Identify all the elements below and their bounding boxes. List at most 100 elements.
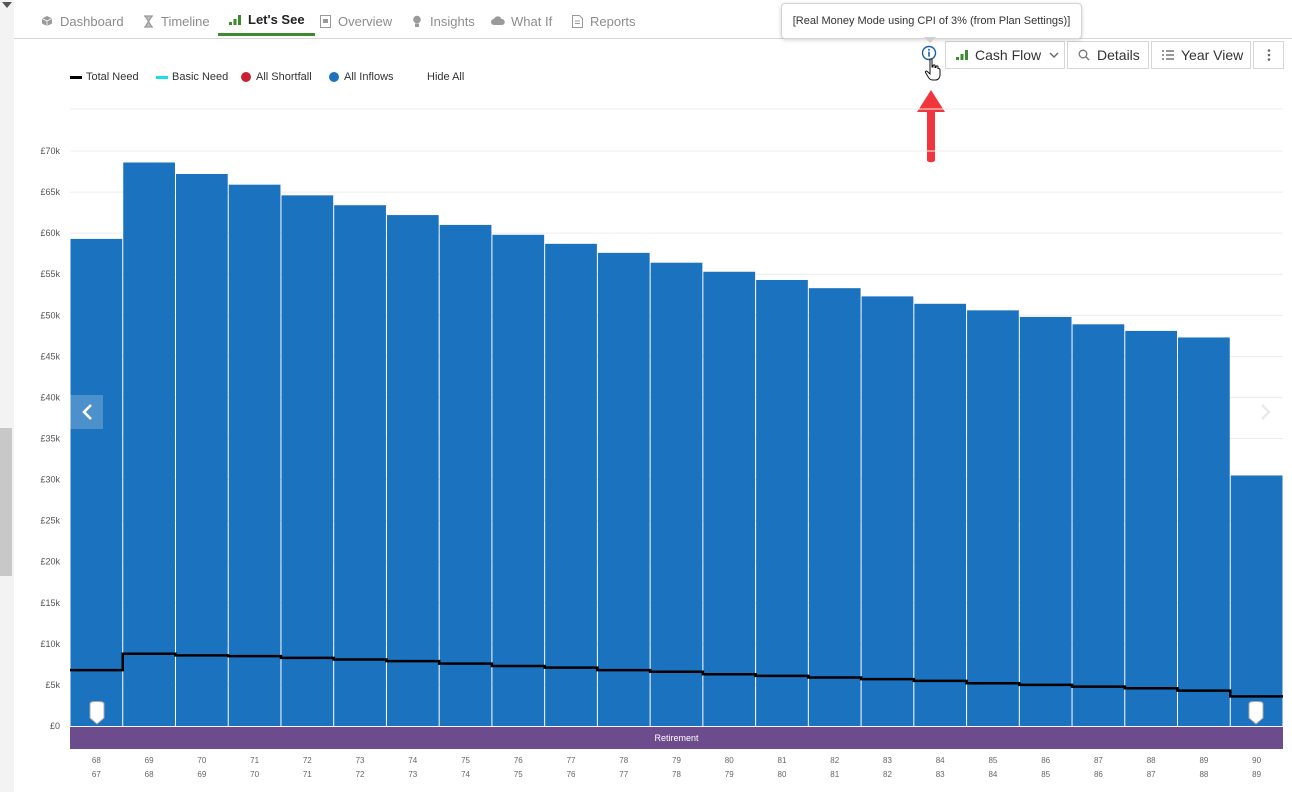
x-tick-label-age: 69: [145, 756, 154, 765]
cash-flow-dropdown[interactable]: Cash Flow: [945, 41, 1065, 69]
bar-chart-icon: [956, 50, 968, 60]
tab-reports[interactable]: Reports: [570, 6, 636, 36]
x-tick-label-age: 74: [408, 756, 417, 765]
bar-all-inflows: [1230, 475, 1283, 726]
x-tick-label-partner-age: 89: [1252, 770, 1261, 779]
x-tick-label-age: 88: [1147, 756, 1156, 765]
previous-period-button[interactable]: [70, 395, 103, 429]
list-icon: [1162, 50, 1174, 60]
bar-all-inflows: [386, 215, 439, 727]
x-tick-label-age: 86: [1041, 756, 1050, 765]
x-tick-label-partner-age: 79: [725, 770, 734, 779]
tab-label: Timeline: [161, 13, 210, 29]
x-tick-label-partner-age: 86: [1094, 770, 1103, 779]
x-tick-label-age: 87: [1094, 756, 1103, 765]
legend-swatch: [329, 72, 339, 82]
bar-all-inflows: [756, 279, 808, 726]
year-view-button[interactable]: Year View: [1151, 41, 1251, 69]
tab-lets-see[interactable]: Let's See: [218, 6, 315, 36]
x-tick-label-age: 78: [619, 756, 628, 765]
bar-all-inflows: [334, 205, 386, 726]
y-tick-label: £30k: [40, 475, 60, 485]
legend-item-all-inflows[interactable]: All Inflows: [329, 71, 394, 83]
tab-what-if[interactable]: What If: [491, 6, 552, 36]
scrollbar-thumb[interactable]: [0, 428, 12, 576]
x-tick-label-age: 83: [883, 756, 892, 765]
more-options-button[interactable]: [1253, 41, 1284, 69]
bar-all-inflows: [967, 310, 1019, 726]
y-tick-label: £50k: [40, 310, 60, 320]
x-tick-label-age: 81: [778, 756, 787, 765]
tab-label: Insights: [430, 13, 475, 29]
tab-label: What If: [511, 13, 553, 29]
y-tick-label: £65k: [40, 187, 60, 197]
hide-all-label: Hide All: [427, 71, 465, 83]
x-tick-label-partner-age: 85: [1041, 770, 1050, 779]
collapse-triangle-icon[interactable]: [2, 2, 12, 8]
x-tick-label-partner-age: 88: [1199, 770, 1208, 779]
lightbulb-icon: [410, 14, 424, 28]
x-tick-label-partner-age: 69: [197, 770, 206, 779]
x-tick-label-age: 89: [1199, 756, 1208, 765]
chevron-left-icon: [81, 403, 93, 421]
legend-label: Total Need: [86, 71, 139, 83]
hide-all-button[interactable]: Hide All: [427, 71, 464, 83]
y-tick-label: £10k: [40, 639, 60, 649]
x-tick-label-partner-age: 71: [303, 770, 312, 779]
y-tick-label: £35k: [40, 434, 60, 444]
x-tick-label-age: 79: [672, 756, 681, 765]
bar-all-inflows: [175, 174, 228, 726]
info-icon[interactable]: [921, 45, 937, 61]
cash-flow-label: Cash Flow: [975, 47, 1042, 63]
x-tick-label-age: 70: [197, 756, 206, 765]
bar-all-inflows: [123, 162, 175, 726]
x-tick-label-age: 90: [1252, 756, 1261, 765]
range-end-handle[interactable]: [1248, 700, 1264, 725]
x-tick-label-partner-age: 87: [1147, 770, 1156, 779]
legend-item-total-need[interactable]: Total Need: [70, 71, 139, 83]
legend-label: Basic Need: [172, 71, 229, 83]
legend-swatch: [70, 75, 82, 79]
x-tick-label-age: 80: [725, 756, 734, 765]
tab-label: Reports: [590, 13, 636, 29]
chevron-right-icon: [1260, 403, 1272, 421]
magnifier-icon: [1078, 49, 1090, 61]
x-tick-label-age: 72: [303, 756, 312, 765]
bar-all-inflows: [1125, 330, 1178, 726]
chevron-down-icon: [1049, 52, 1059, 59]
legend-swatch: [156, 75, 168, 79]
x-tick-label-age: 82: [830, 756, 839, 765]
retirement-band: [70, 727, 1283, 749]
bar-chart-icon: [228, 13, 242, 27]
y-tick-label: £40k: [40, 392, 60, 402]
bar-all-inflows: [439, 224, 492, 726]
tab-timeline[interactable]: Timeline: [141, 6, 210, 36]
legend-item-basic-need[interactable]: Basic Need: [156, 71, 228, 83]
next-period-button[interactable]: [1252, 395, 1280, 429]
legend-swatch: [241, 72, 251, 82]
tab-label: Let's See: [248, 12, 305, 27]
hand-pointer-cursor-icon: [924, 58, 942, 82]
y-tick-label: £25k: [40, 516, 60, 526]
tooltip-text: [Real Money Mode using CPI of 3% (from P…: [792, 15, 1071, 27]
bar-all-inflows: [1072, 324, 1125, 726]
x-tick-label-age: 75: [461, 756, 470, 765]
tab-overview[interactable]: Overview: [318, 6, 392, 36]
hourglass-icon: [141, 14, 155, 28]
page-scrollbar[interactable]: [0, 0, 14, 792]
legend-item-all-shortfall[interactable]: All Shortfall: [241, 71, 312, 83]
x-tick-label-partner-age: 73: [408, 770, 417, 779]
bar-all-inflows: [808, 288, 861, 726]
retirement-band-label: Retirement: [654, 733, 699, 743]
details-button[interactable]: Details: [1067, 41, 1149, 69]
tab-dashboard[interactable]: Dashboard: [40, 6, 124, 36]
bar-all-inflows: [70, 238, 123, 726]
bar-all-inflows: [228, 184, 281, 726]
tab-insights[interactable]: Insights: [410, 6, 475, 36]
bar-all-inflows: [492, 234, 545, 727]
x-tick-label-age: 77: [567, 756, 576, 765]
year-view-label: Year View: [1181, 47, 1244, 63]
range-start-handle[interactable]: [89, 700, 105, 725]
y-tick-label: £15k: [40, 598, 60, 608]
x-tick-label-age: 76: [514, 756, 523, 765]
